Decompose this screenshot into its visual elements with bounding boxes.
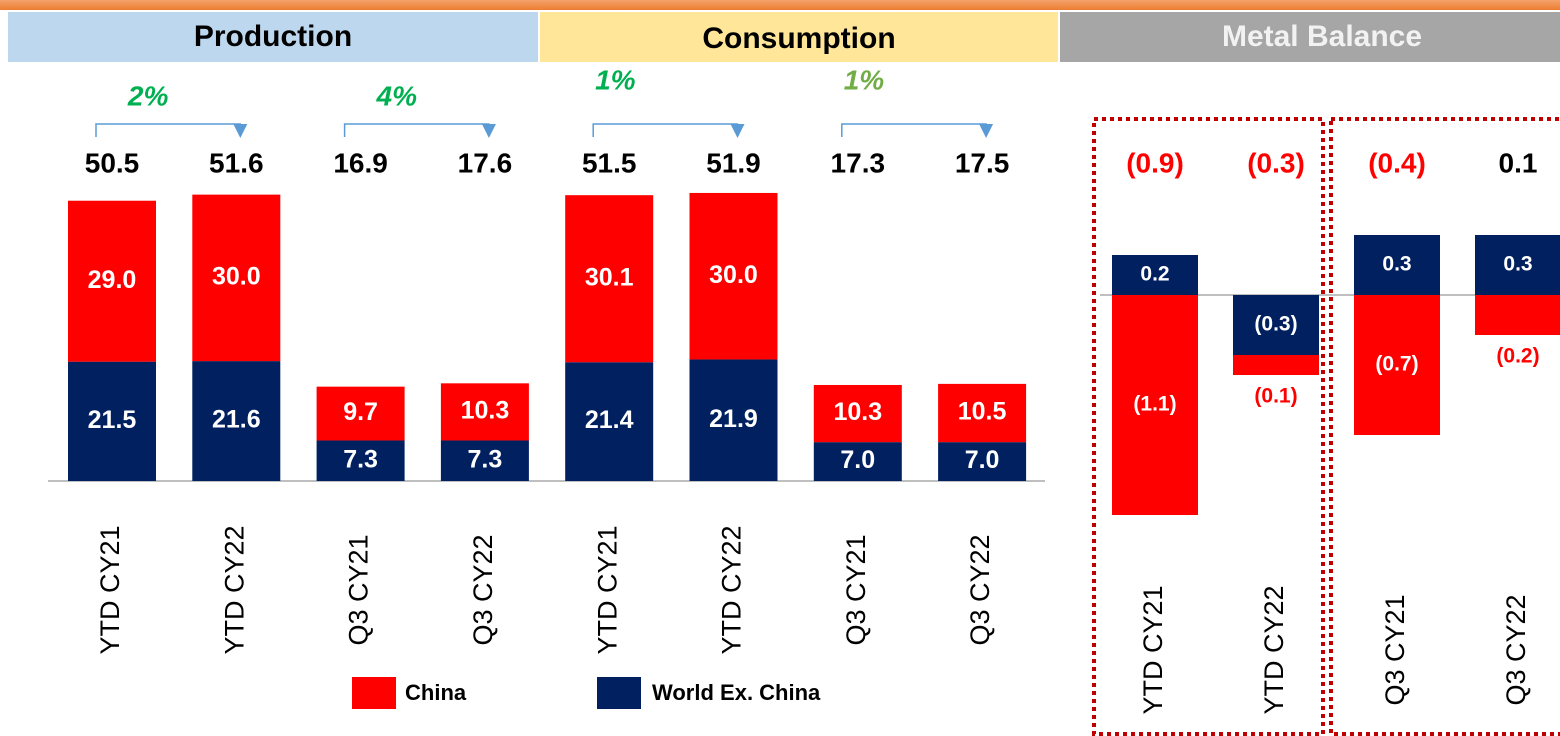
growth-label: 4% bbox=[376, 80, 418, 111]
total-label: 16.9 bbox=[333, 147, 388, 178]
data-label: (0.2) bbox=[1496, 345, 1539, 368]
data-label: 7.3 bbox=[468, 445, 503, 473]
growth-label: 1% bbox=[595, 64, 636, 95]
data-label: 7.3 bbox=[343, 445, 378, 473]
total-label: 50.5 bbox=[85, 147, 140, 178]
growth-arrow bbox=[481, 124, 496, 138]
header: Production bbox=[194, 20, 352, 53]
legend-label: China bbox=[405, 680, 467, 705]
category-label: YTD CY22 bbox=[1259, 585, 1289, 714]
bar-segment bbox=[316, 386, 405, 441]
data-label: (0.7) bbox=[1375, 353, 1418, 376]
total-label: 0.1 bbox=[1499, 147, 1538, 178]
bar-segment bbox=[938, 383, 1027, 443]
bar-segment bbox=[565, 362, 654, 481]
category-label: YTD CY21 bbox=[1138, 585, 1168, 714]
bar-segment bbox=[565, 195, 654, 363]
category-label: YTD CY22 bbox=[717, 525, 747, 654]
bar-segment bbox=[1354, 235, 1440, 295]
data-label: (0.1) bbox=[1254, 385, 1297, 408]
total-label: (0.3) bbox=[1247, 147, 1305, 178]
growth-arrow bbox=[233, 124, 248, 138]
category-label: Q3 CY22 bbox=[468, 534, 498, 645]
bar-segment bbox=[689, 192, 778, 360]
bar-segment bbox=[1233, 355, 1319, 375]
growth-bracket bbox=[95, 123, 242, 137]
category-label: YTD CY22 bbox=[219, 525, 249, 654]
data-label: 0.3 bbox=[1503, 253, 1532, 276]
data-label: 30.1 bbox=[585, 263, 634, 291]
bar-segment bbox=[813, 442, 902, 481]
growth-bracket bbox=[592, 123, 739, 137]
bar-segment bbox=[192, 361, 281, 481]
bar-segment bbox=[440, 440, 529, 481]
bar-segment bbox=[1112, 295, 1198, 515]
data-label: 10.5 bbox=[958, 398, 1007, 426]
top-strip bbox=[0, 0, 1560, 10]
header-band bbox=[1060, 12, 1560, 62]
total-label: 17.3 bbox=[831, 147, 886, 178]
data-label: 7.0 bbox=[965, 446, 1000, 474]
bar-segment bbox=[192, 194, 281, 362]
bar-segment bbox=[938, 442, 1027, 481]
header-band bbox=[8, 12, 538, 62]
legend-swatch bbox=[597, 677, 641, 709]
category-label: Q3 CY22 bbox=[965, 534, 995, 645]
bar-segment bbox=[1233, 295, 1319, 355]
data-label: 7.0 bbox=[840, 446, 875, 474]
total-label: (0.4) bbox=[1368, 147, 1426, 178]
total-label: 51.9 bbox=[706, 147, 761, 178]
data-label: 30.0 bbox=[709, 261, 758, 289]
header: Metal Balance bbox=[1222, 20, 1422, 53]
growth-label: 2% bbox=[127, 80, 169, 111]
growth-arrow bbox=[730, 124, 745, 138]
data-label: 21.5 bbox=[88, 406, 137, 434]
category-label: Q3 CY21 bbox=[841, 534, 871, 645]
bar-segment bbox=[1354, 295, 1440, 435]
total-label: 51.6 bbox=[209, 147, 264, 178]
bar-segment bbox=[68, 200, 156, 362]
bar-segment bbox=[68, 361, 156, 481]
bar-segment bbox=[813, 384, 902, 443]
data-label: 21.4 bbox=[585, 406, 634, 434]
category-label: YTD CY21 bbox=[592, 525, 622, 654]
category-label: Q3 CY22 bbox=[1501, 594, 1531, 705]
total-label: 17.6 bbox=[458, 147, 513, 178]
data-label: (0.3) bbox=[1254, 313, 1297, 336]
data-label: 21.9 bbox=[709, 405, 758, 433]
data-label: 0.3 bbox=[1382, 253, 1411, 276]
growth-bracket bbox=[343, 123, 490, 137]
data-label: (1.1) bbox=[1133, 393, 1176, 416]
bar-segment bbox=[440, 383, 529, 441]
bar-segment bbox=[316, 440, 405, 481]
data-label: 30.0 bbox=[212, 262, 261, 290]
legend-label: World Ex. China bbox=[652, 680, 821, 705]
data-label: 29.0 bbox=[88, 266, 137, 294]
category-label: YTD CY21 bbox=[95, 525, 125, 654]
bar-segment bbox=[1475, 295, 1560, 335]
bar-segment bbox=[1475, 235, 1560, 295]
bar-segment bbox=[689, 359, 778, 481]
total-label: (0.9) bbox=[1126, 147, 1184, 178]
data-label: 21.6 bbox=[212, 406, 261, 434]
data-label: 10.3 bbox=[833, 398, 882, 426]
category-label: Q3 CY21 bbox=[1380, 594, 1410, 705]
data-label: 9.7 bbox=[343, 398, 378, 426]
data-label: 0.2 bbox=[1140, 263, 1169, 286]
total-label: 51.5 bbox=[582, 147, 637, 178]
category-label: Q3 CY21 bbox=[344, 534, 374, 645]
growth-label: 1% bbox=[844, 64, 885, 95]
dotted-box bbox=[1092, 117, 1325, 736]
header: Consumption bbox=[702, 22, 895, 55]
total-label: 17.5 bbox=[955, 147, 1010, 178]
header-band bbox=[540, 12, 1058, 62]
data-label: 10.3 bbox=[461, 397, 510, 425]
growth-bracket bbox=[841, 123, 987, 137]
legend-swatch bbox=[352, 677, 396, 709]
bar-segment bbox=[1112, 255, 1198, 295]
dotted-box bbox=[1329, 117, 1560, 736]
growth-arrow bbox=[979, 124, 994, 138]
